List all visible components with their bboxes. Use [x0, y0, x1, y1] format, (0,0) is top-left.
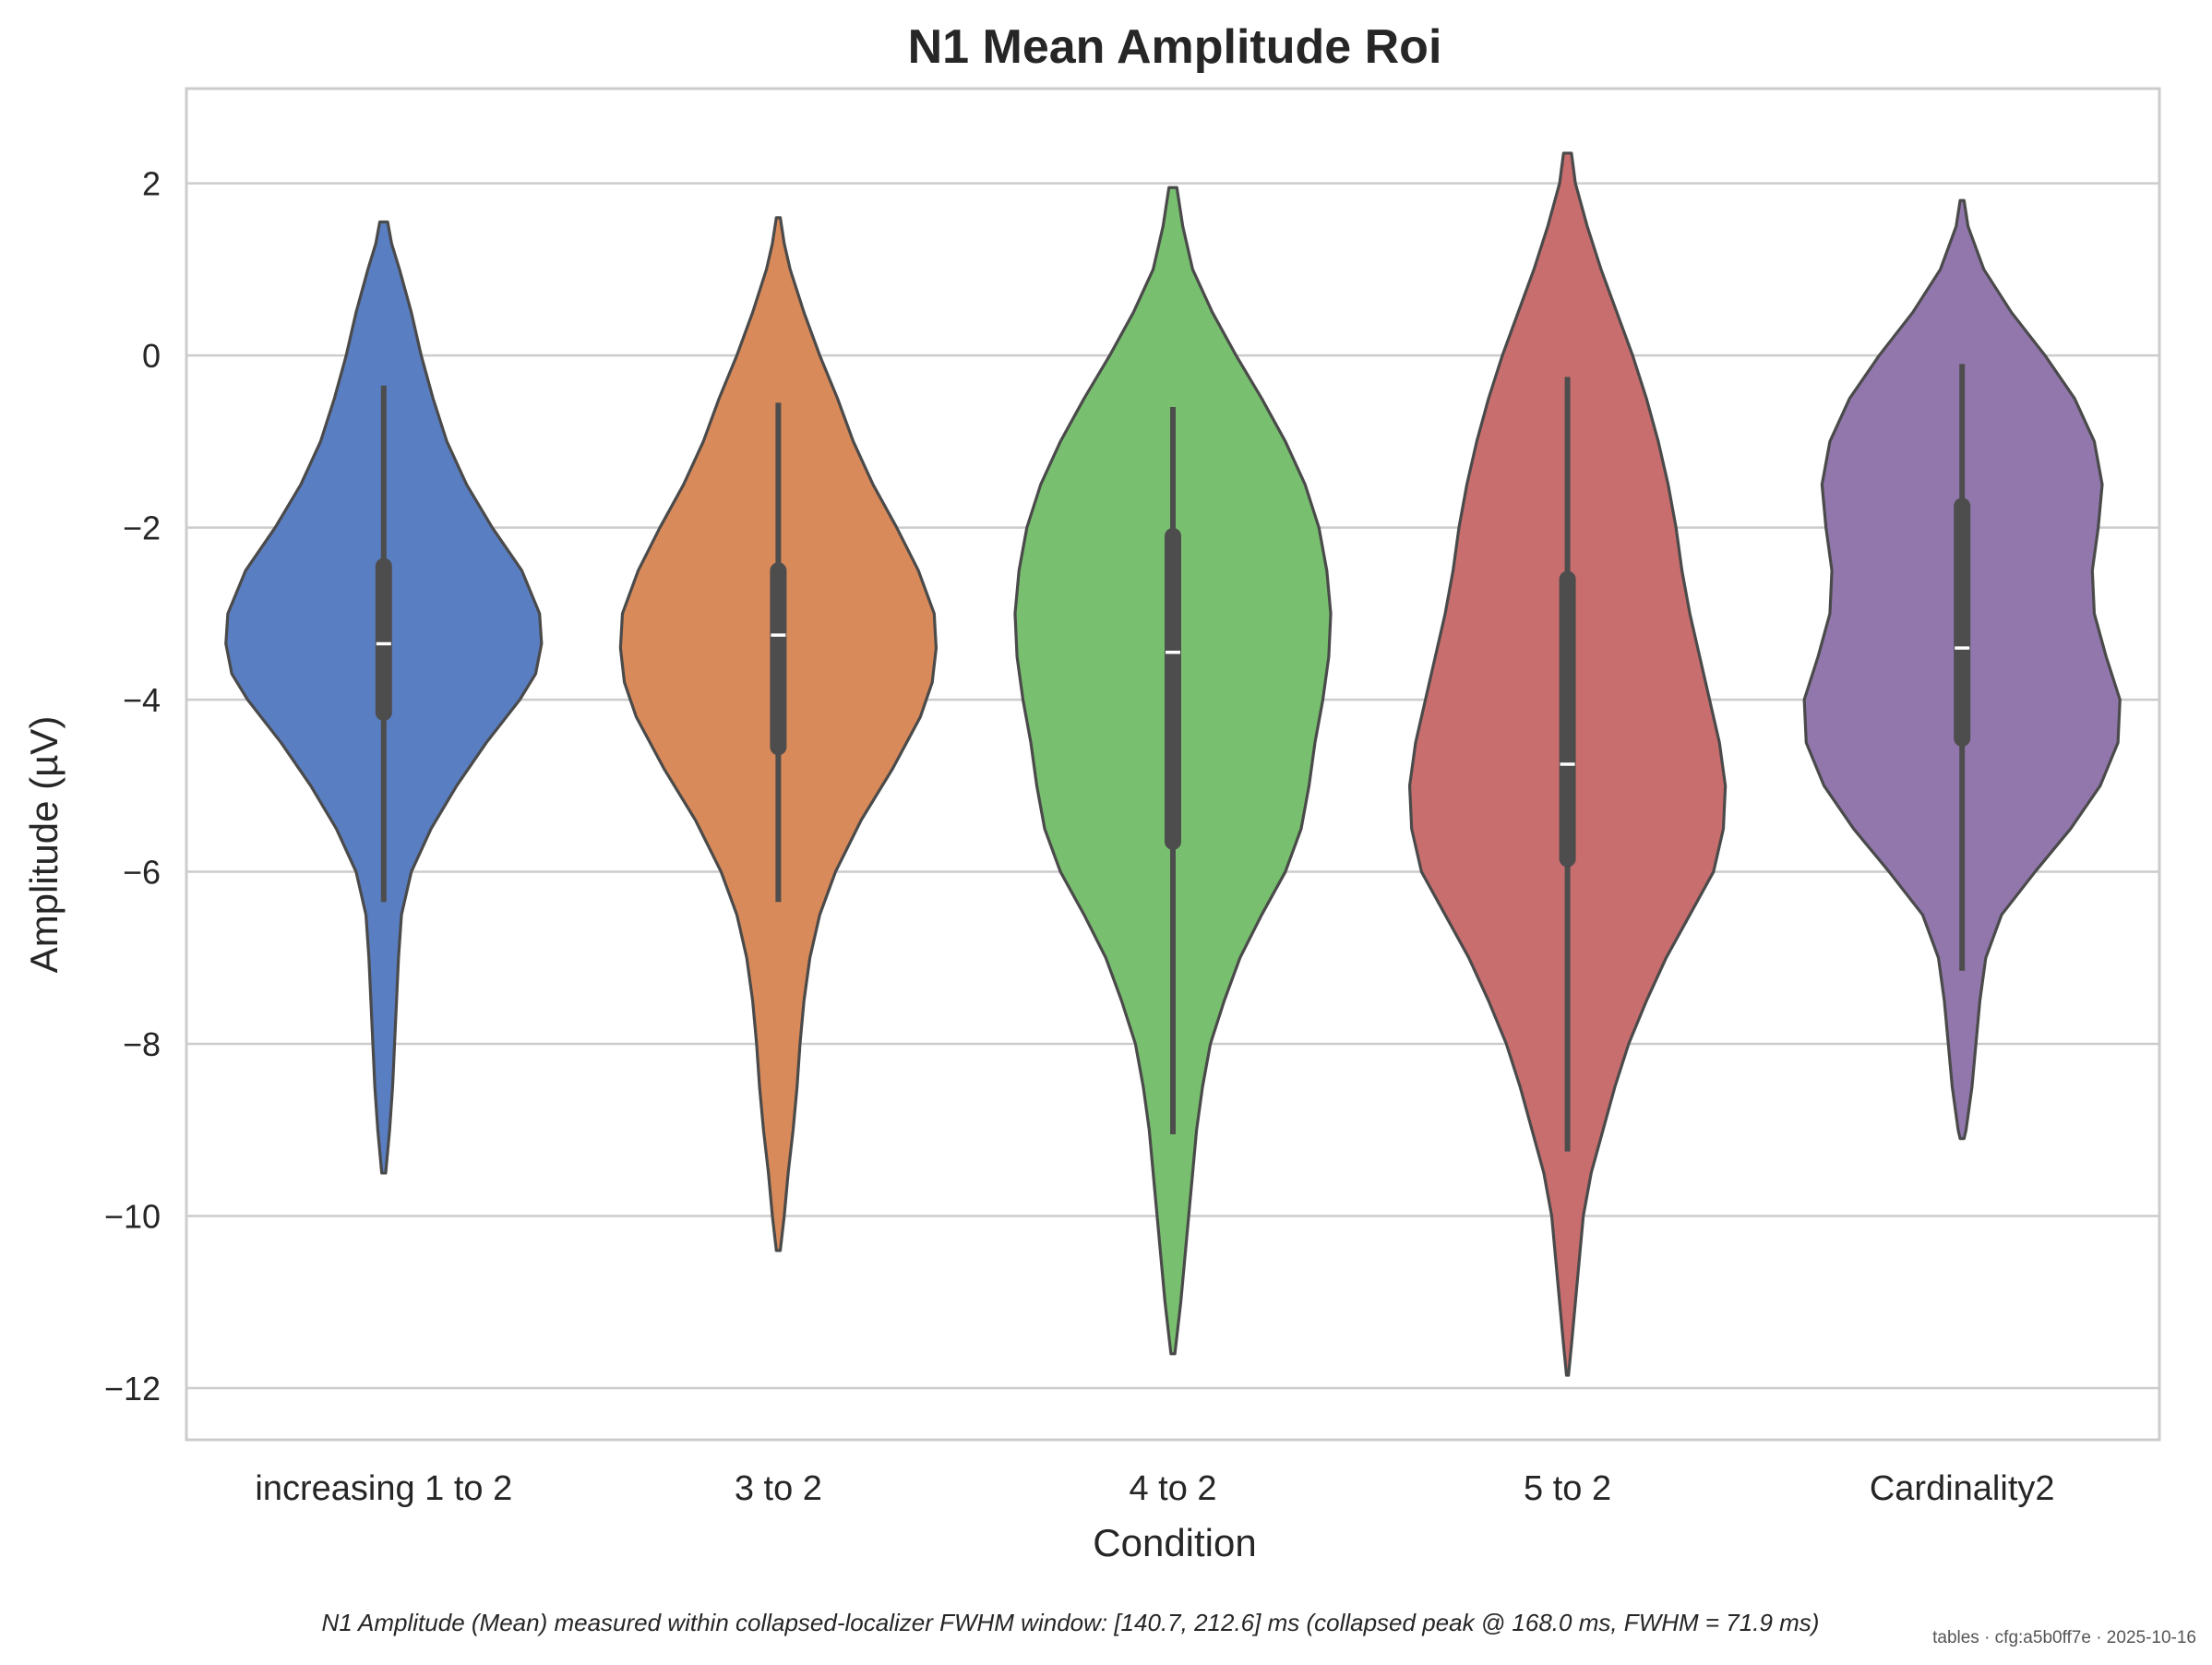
x-tick-label: 5 to 2 [1524, 1469, 1611, 1508]
x-tick-label: increasing 1 to 2 [255, 1469, 512, 1508]
x-tick-label: Cardinality2 [1870, 1469, 2055, 1508]
chart-title: N1 Mean Amplitude Roi [908, 20, 1442, 74]
y-tick-label: 2 [142, 165, 161, 203]
y-axis-label: Amplitude (µV) [22, 716, 66, 974]
y-tick-label: −10 [104, 1198, 161, 1236]
y-tick-label: −8 [123, 1025, 161, 1063]
x-tick-label: 4 to 2 [1129, 1469, 1216, 1508]
plot-frame [185, 87, 2161, 1442]
y-tick-label: −6 [123, 854, 161, 892]
y-tick-label: −2 [123, 509, 161, 547]
footer-stamp: tables · cfg:a5b0ff7e · 2025-10-16 [1932, 1628, 2196, 1647]
y-tick-labels: 2 0 −2 −4 −6 −8 −10 −12 [104, 165, 161, 1407]
x-tick-label: 3 to 2 [735, 1469, 822, 1508]
x-tick-labels: increasing 1 to 2 3 to 2 4 to 2 5 to 2 Cardi… [255, 1469, 2054, 1508]
y-tick-label: −12 [104, 1370, 161, 1407]
y-tick-label: 0 [142, 337, 161, 375]
chart-annotation: N1 Amplitude (Mean) measured within coll… [322, 1609, 1820, 1636]
violins-group [224, 151, 2122, 1377]
x-axis-label: Condition [1093, 1521, 1256, 1564]
y-tick-label: −4 [123, 681, 161, 719]
